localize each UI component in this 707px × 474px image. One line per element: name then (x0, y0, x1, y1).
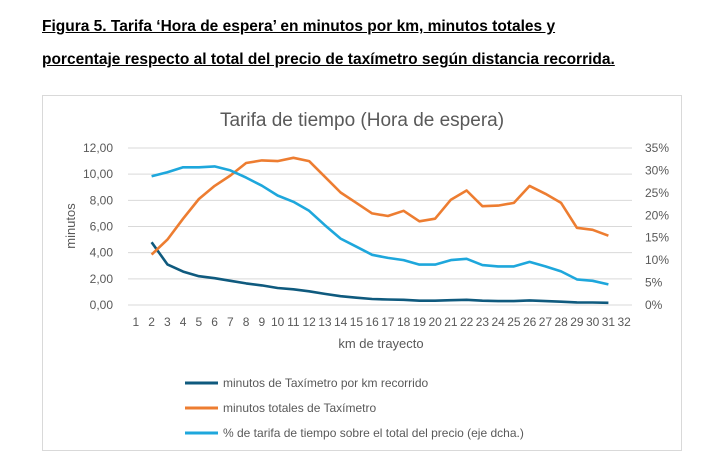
y2-tick-label: 15% (645, 231, 669, 245)
x-tick-label: 4 (180, 315, 187, 329)
y-tick-label: 4,00 (90, 246, 114, 260)
y2-tick-label: 0% (645, 298, 663, 312)
x-tick-label: 1 (133, 315, 140, 329)
figure-caption-line-1: Figura 5. Tarifa ‘Hora de espera’ en min… (42, 18, 556, 35)
x-tick-label: 27 (539, 315, 553, 329)
y-axis-title: minutos (63, 203, 78, 249)
x-tick-label: 17 (381, 315, 395, 329)
x-tick-label: 12 (302, 315, 316, 329)
x-tick-label: 25 (507, 315, 521, 329)
legend-label: minutos de Taxímetro por km recorrido (223, 376, 429, 390)
y-tick-label: 6,00 (90, 220, 114, 234)
y-tick-label: 2,00 (90, 272, 114, 286)
y-tick-label: 10,00 (83, 167, 113, 181)
x-tick-label: 24 (491, 315, 505, 329)
x-tick-label: 32 (617, 315, 631, 329)
series-line-3 (151, 165, 609, 286)
y-tick-label: 12,00 (83, 141, 113, 155)
x-tick-label: 15 (350, 315, 364, 329)
x-tick-label: 21 (444, 315, 458, 329)
chart-title: Tarifa de tiempo (Hora de espera) (220, 110, 504, 131)
x-tick-label: 19 (413, 315, 427, 329)
x-axis-title: km de trayecto (338, 336, 423, 351)
x-tick-label: 11 (287, 315, 300, 329)
x-tick-label: 18 (397, 315, 411, 329)
y2-tick-label: 20% (645, 208, 669, 222)
y-tick-label: 0,00 (90, 298, 114, 312)
x-tick-label: 10 (271, 315, 285, 329)
x-tick-label: 16 (365, 315, 379, 329)
y2-tick-label: 25% (645, 186, 669, 200)
x-tick-label: 20 (428, 315, 442, 329)
x-tick-label: 6 (211, 315, 218, 329)
legend-label: minutos totales de Taxímetro (223, 401, 377, 415)
x-tick-label: 14 (334, 315, 348, 329)
x-tick-label: 26 (523, 315, 537, 329)
x-tick-label: 22 (460, 315, 474, 329)
x-tick-label: 5 (196, 315, 203, 329)
y2-tick-label: 30% (645, 163, 669, 177)
figure-caption-line-2: porcentaje respecto al total del precio … (42, 51, 615, 68)
series-line-2 (150, 156, 609, 256)
x-tick-label: 31 (602, 315, 616, 329)
x-tick-label: 9 (259, 315, 266, 329)
x-tick-label: 23 (476, 315, 490, 329)
y2-tick-label: 5% (645, 276, 663, 290)
x-tick-label: 7 (227, 315, 234, 329)
chart-frame (42, 95, 682, 451)
x-tick-label: 3 (164, 315, 171, 329)
y-tick-label: 8,00 (90, 193, 114, 207)
x-tick-label: 29 (570, 315, 584, 329)
x-tick-label: 30 (586, 315, 600, 329)
x-tick-label: 28 (554, 315, 568, 329)
y2-tick-label: 10% (645, 253, 669, 267)
legend-label: % de tarifa de tiempo sobre el total del… (223, 426, 524, 440)
x-tick-label: 8 (243, 315, 250, 329)
x-tick-label: 13 (318, 315, 332, 329)
series-line-1 (150, 241, 609, 305)
y2-tick-label: 35% (645, 141, 669, 155)
x-tick-label: 2 (148, 315, 155, 329)
